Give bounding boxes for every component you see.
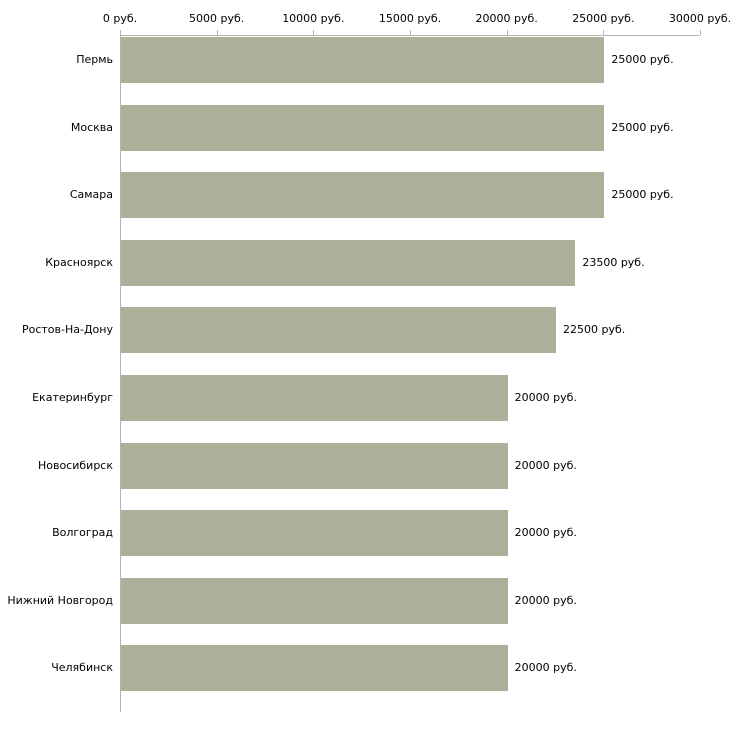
bar <box>121 37 605 83</box>
bar-value-label: 20000 руб. <box>514 458 577 472</box>
x-tick-label: 30000 руб. <box>668 12 730 25</box>
category-label: Нижний Новгород <box>7 593 113 607</box>
bar <box>121 307 556 354</box>
x-tick-label: 0 руб. <box>102 12 138 25</box>
bar-value-label: 25000 руб. <box>611 120 674 134</box>
bar <box>121 442 508 489</box>
bar <box>121 239 576 286</box>
x-tick-mark <box>120 30 121 35</box>
x-tick-label: 15000 руб. <box>378 12 442 25</box>
bar <box>121 645 508 692</box>
category-label: Самара <box>69 188 113 202</box>
bar-value-label: 20000 руб. <box>514 526 577 540</box>
bar-value-label: 20000 руб. <box>514 391 577 404</box>
x-tick-label: 20000 руб. <box>475 12 538 25</box>
category-label: Ростов-На-Дону <box>21 323 113 337</box>
x-tick-mark <box>313 30 315 35</box>
x-axis-line <box>120 35 700 36</box>
category-label: Екатеринбург <box>32 391 113 404</box>
x-tick-mark <box>506 30 508 35</box>
bar-value-label: 25000 руб. <box>611 188 674 202</box>
bar <box>121 104 605 151</box>
bar <box>121 375 508 421</box>
category-label: Пермь <box>76 53 113 66</box>
x-tick-label: 10000 руб. <box>282 12 345 25</box>
bar <box>121 510 508 557</box>
x-tick-label: 25000 руб. <box>572 12 635 25</box>
bar-value-label: 20000 руб. <box>514 661 577 675</box>
bar-value-label: 23500 руб. <box>582 255 645 269</box>
bar <box>121 172 605 219</box>
category-label: Красноярск <box>45 255 113 269</box>
category-label: Челябинск <box>51 661 113 675</box>
y-axis-line <box>120 35 121 712</box>
bar-value-label: 25000 руб. <box>611 53 674 66</box>
x-tick-mark <box>700 30 701 35</box>
x-tick-label: 5000 руб. <box>189 12 245 25</box>
bar-value-label: 22500 руб. <box>563 323 626 337</box>
category-label: Новосибирск <box>37 458 113 472</box>
bar <box>121 577 508 624</box>
category-label: Москва <box>70 120 113 134</box>
x-tick-mark <box>216 30 218 35</box>
category-label: Волгоград <box>52 526 113 540</box>
bar-value-label: 20000 руб. <box>514 593 577 607</box>
x-tick-mark <box>410 30 411 35</box>
x-tick-mark <box>603 30 605 35</box>
